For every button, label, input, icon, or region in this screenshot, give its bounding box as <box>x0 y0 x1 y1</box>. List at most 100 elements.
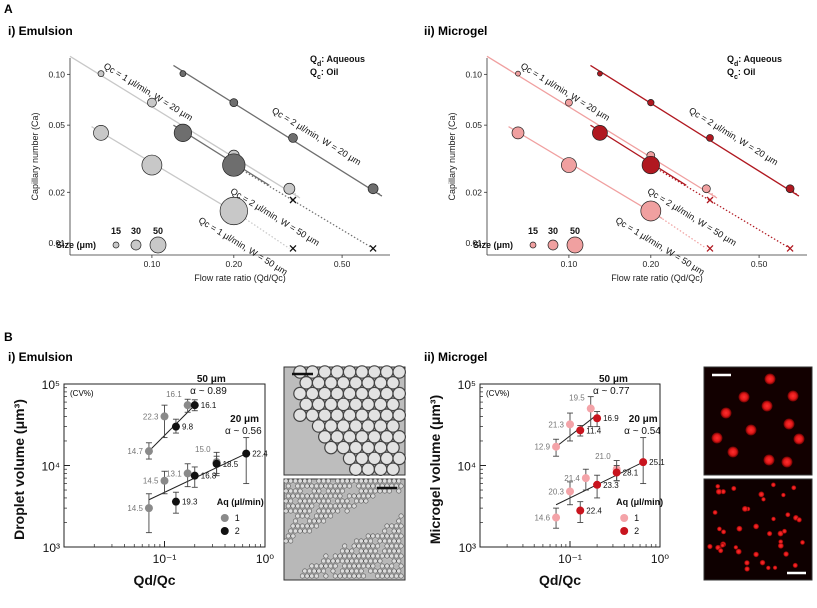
droplet <box>379 553 385 559</box>
droplet <box>398 513 404 519</box>
droplet <box>323 503 329 509</box>
droplet <box>356 553 362 559</box>
fit-alpha-50: α ~ 0.77 <box>593 386 630 397</box>
droplet <box>293 408 307 422</box>
droplet <box>288 528 294 534</box>
data-point <box>639 458 648 467</box>
microgel-particle <box>761 497 766 502</box>
droplet <box>339 558 345 564</box>
microgel-particle <box>707 543 713 550</box>
droplet <box>288 488 294 494</box>
series-line <box>91 126 246 219</box>
droplet <box>375 553 381 559</box>
droplet <box>318 503 324 509</box>
droplet <box>389 573 395 579</box>
microgel-particle <box>778 539 784 545</box>
microgel-particle <box>735 548 742 555</box>
droplet <box>363 538 369 544</box>
data-point <box>171 497 180 506</box>
droplet <box>332 483 338 489</box>
legend-qd: Qd: Aqueous <box>727 54 782 68</box>
droplet <box>389 563 395 569</box>
droplet <box>386 440 400 455</box>
x-marker <box>369 244 377 252</box>
droplet <box>391 478 397 484</box>
data-point <box>173 123 193 142</box>
droplet <box>299 573 305 579</box>
cv-value: 16.9 <box>603 414 619 423</box>
droplet <box>342 483 348 489</box>
droplet <box>332 493 338 499</box>
droplet <box>356 543 362 549</box>
droplet <box>283 508 289 514</box>
legend-q: Q <box>310 67 317 77</box>
micrograph-emulsion-50um <box>283 365 406 476</box>
cv-value: 14.6 <box>534 514 550 523</box>
droplet <box>363 498 369 504</box>
title-B-i: i) Emulsion <box>8 350 73 364</box>
x-axis-label: Flow rate ratio (Qd/Qc) <box>194 273 286 283</box>
microgel-particle <box>792 562 798 568</box>
legend-sub: c <box>317 74 321 81</box>
droplet <box>339 498 345 504</box>
size-legend-title: Size (μm) <box>473 240 513 250</box>
cv-value: 21.0 <box>595 452 611 461</box>
droplet <box>290 523 296 529</box>
y-tick-label: 10³ <box>43 541 60 555</box>
x-tick-label: 0.50 <box>334 259 351 269</box>
droplet <box>342 563 348 569</box>
droplet <box>325 558 331 564</box>
droplet <box>323 563 329 569</box>
size-legend-circle <box>130 239 142 251</box>
legend-sub: d <box>317 61 321 68</box>
legend-marker <box>620 527 629 535</box>
cv-value: 21.4 <box>564 474 580 483</box>
droplet <box>306 568 312 574</box>
droplet <box>389 543 395 549</box>
droplet <box>386 478 392 484</box>
droplet <box>392 429 406 444</box>
microgel-particle <box>777 530 784 537</box>
droplet <box>292 488 298 494</box>
droplet <box>297 528 303 534</box>
droplet <box>384 563 390 569</box>
droplet <box>398 483 404 489</box>
droplet <box>292 528 298 534</box>
y-tick-label: 10³ <box>459 541 476 555</box>
droplet <box>313 493 319 499</box>
droplet <box>372 568 378 574</box>
droplet <box>344 568 350 574</box>
data-point <box>552 513 561 522</box>
data-point <box>222 153 246 177</box>
droplet <box>360 553 366 559</box>
droplet <box>337 553 343 559</box>
droplet <box>297 498 303 504</box>
droplet <box>313 523 319 529</box>
data-point <box>179 70 187 77</box>
data-point <box>647 99 655 107</box>
x-marker <box>706 244 714 252</box>
cv-value: 20.3 <box>548 487 564 496</box>
microgel-particle <box>720 407 732 419</box>
droplet <box>356 493 362 499</box>
microgel-particle <box>745 424 757 436</box>
droplet <box>392 365 406 379</box>
microgel-particle <box>781 492 786 498</box>
data-point <box>160 412 169 421</box>
droplet <box>332 553 338 559</box>
droplet <box>386 568 392 574</box>
cv-value: 14.5 <box>143 477 159 486</box>
cv-value: 14.7 <box>127 447 143 456</box>
fit-size-50: 50 μm <box>599 374 628 385</box>
y-tick-label: 0.01 <box>465 238 482 248</box>
droplet <box>368 548 374 554</box>
droplet <box>292 508 298 514</box>
droplet <box>396 548 402 554</box>
droplet <box>346 553 352 559</box>
droplet <box>398 543 404 549</box>
data-point <box>640 200 662 222</box>
droplet <box>309 493 315 499</box>
plot-frame <box>479 383 661 548</box>
data-point <box>706 134 714 142</box>
